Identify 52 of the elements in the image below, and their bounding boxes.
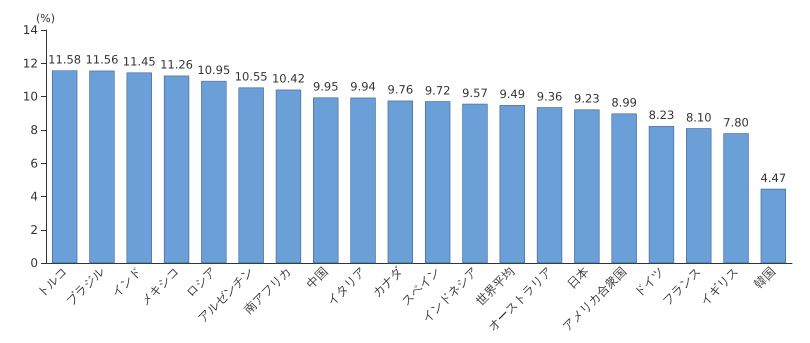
data-label: 8.99 [611, 95, 637, 110]
bar [574, 109, 600, 264]
bar [723, 133, 749, 264]
y-tick-label: 0 [30, 256, 38, 270]
data-label: 9.72 [424, 83, 450, 98]
x-tick-label: 中国 [304, 264, 331, 292]
data-label: 11.56 [85, 52, 118, 67]
bar [611, 113, 637, 264]
y-tick-label: 12 [22, 56, 38, 70]
data-label: 9.76 [388, 82, 414, 97]
bar [313, 97, 338, 264]
bar [350, 98, 376, 264]
y-tick-label: 4 [30, 190, 38, 204]
data-label: 9.94 [350, 80, 376, 94]
bar [686, 128, 712, 264]
x-tick-label: 韓国 [751, 264, 778, 292]
y-tick-label: 10 [22, 90, 38, 104]
bar [388, 100, 414, 264]
data-label: 9.36 [536, 89, 562, 104]
bar [462, 104, 488, 264]
data-label: 10.55 [234, 69, 268, 84]
data-label: 8.23 [648, 108, 674, 122]
bar [89, 70, 115, 264]
data-label: 9.57 [462, 86, 488, 100]
bar [536, 107, 562, 264]
data-label: 4.47 [760, 170, 786, 185]
y-tick-label: 8 [30, 122, 38, 137]
bar [126, 72, 152, 264]
x-tick-label: 日本 [564, 264, 592, 292]
data-label: 10.95 [197, 62, 230, 77]
bar [201, 80, 227, 264]
data-label: 9.49 [499, 87, 526, 102]
bar [164, 76, 190, 264]
data-label: 9.23 [574, 91, 600, 106]
y-tick-label: 6 [30, 156, 38, 170]
bar [424, 101, 450, 264]
y-tick-label: 14 [22, 23, 38, 37]
y-tick-label: 2 [30, 222, 38, 237]
bar [500, 105, 525, 264]
bar [52, 70, 78, 264]
data-label: 11.58 [48, 52, 82, 66]
data-label: 7.80 [723, 115, 749, 130]
data-label: 8.10 [686, 110, 712, 124]
bar [238, 87, 264, 264]
data-label: 9.95 [312, 79, 339, 94]
bar [760, 188, 786, 264]
bar [276, 90, 302, 264]
data-label: 10.42 [272, 72, 305, 86]
bar [648, 126, 674, 264]
y-axis-title: (%) [36, 12, 56, 25]
data-label: 11.45 [122, 54, 156, 68]
data-label: 11.26 [160, 58, 194, 72]
